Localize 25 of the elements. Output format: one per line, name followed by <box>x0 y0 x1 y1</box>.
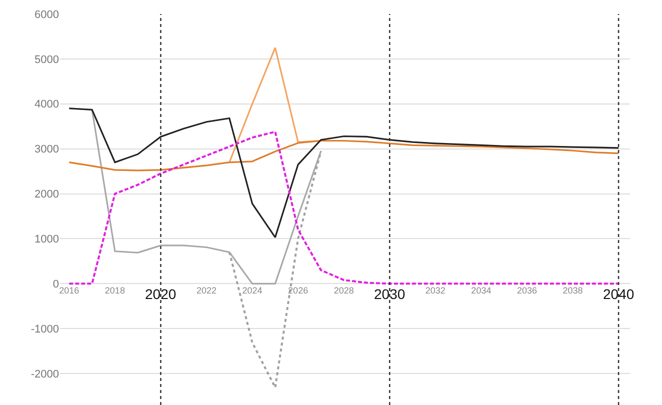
ref-line-label: 2040 <box>603 286 634 302</box>
y-tick-label: 4000 <box>34 98 59 111</box>
x-tick-label: 2022 <box>196 286 217 296</box>
y-tick-label: 5000 <box>34 54 59 66</box>
line-series <box>68 130 620 285</box>
y-tick-label: -2000 <box>30 368 59 380</box>
ref-line-label: 2030 <box>374 286 406 302</box>
x-tick-label: 2028 <box>334 286 354 296</box>
x-tick-label: 2038 <box>562 286 583 296</box>
y-tick-label: -1000 <box>30 323 59 336</box>
y-tick-label: 1000 <box>34 234 59 246</box>
x-tick-label: 2034 <box>471 286 492 296</box>
x-tick-label: 2036 <box>516 286 538 296</box>
x-tick-label: 2032 <box>425 286 446 296</box>
line-series <box>68 140 620 172</box>
y-tick-label: 6000 <box>34 8 59 21</box>
x-tick-label: 2024 <box>242 286 262 296</box>
x-tick-label: 2026 <box>288 286 308 296</box>
y-tick-label: 0 <box>52 278 59 291</box>
x-tick-label: 2018 <box>104 286 125 296</box>
y-tick-label: 3000 <box>34 144 59 156</box>
x-tick-label: 2016 <box>59 286 80 296</box>
ref-line-label: 2020 <box>145 286 176 302</box>
y-tick-label: 2000 <box>34 188 59 201</box>
line-series <box>68 108 620 238</box>
